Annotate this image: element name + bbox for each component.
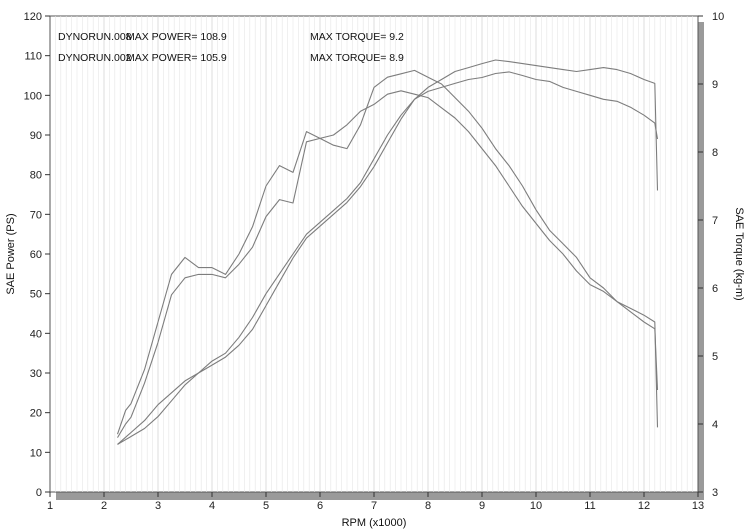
- run1-max-power: MAX POWER= 108.9: [126, 31, 227, 43]
- x-tick-label: 8: [425, 500, 431, 512]
- x-tick-label: 11: [584, 500, 595, 512]
- y-right-ticks: 3 4 5 6 7 8 9 10: [698, 11, 724, 499]
- y-right-tick-label: 8: [712, 147, 718, 159]
- y-left-axis-title: SAE Power (PS): [5, 213, 17, 294]
- y-left-tick-label: 40: [30, 328, 42, 340]
- x-tick-label: 5: [263, 500, 269, 512]
- y-left-tick-label: 80: [30, 170, 42, 182]
- y-right-axis-title: SAE Torque (kg-m): [733, 207, 745, 300]
- x-tick-label: 13: [692, 500, 704, 512]
- x-ticks: 1 2 3 4 5 6 7 8 9 10 11 12 13: [47, 492, 704, 512]
- y-left-tick-label: 100: [24, 90, 42, 102]
- y-right-tick-label: 10: [712, 11, 724, 23]
- x-tick-label: 2: [101, 500, 107, 512]
- run2-max-torque: MAX TORQUE= 8.9: [310, 52, 404, 64]
- x-tick-label: 10: [530, 500, 542, 512]
- y-left-tick-label: 20: [30, 408, 42, 420]
- run1-max-torque: MAX TORQUE= 9.2: [310, 31, 404, 43]
- y-right-tick-label: 5: [712, 351, 718, 363]
- y-right-tick-label: 6: [712, 283, 718, 295]
- torque-curve-3: [116, 69, 659, 435]
- x-tick-label: 3: [155, 500, 161, 512]
- y-right-tick-label: 3: [712, 487, 718, 499]
- series-group: [116, 59, 659, 445]
- power-curve-1: [117, 59, 659, 445]
- y-left-tick-label: 90: [30, 130, 42, 142]
- y-left-tick-label: 50: [30, 289, 42, 301]
- run2-label: DYNORUN.002: [58, 52, 132, 64]
- power-curve-2: [117, 71, 659, 445]
- torque-curve-4: [117, 90, 659, 438]
- x-tick-label: 6: [317, 500, 323, 512]
- run2-max-power: MAX POWER= 105.9: [126, 52, 227, 64]
- x-tick-label: 7: [371, 500, 377, 512]
- y-left-ticks: 0 10 20 30 40 50 60 70 80 90 100 110 120: [24, 11, 50, 499]
- y-left-tick-label: 70: [30, 209, 42, 221]
- run1-label: DYNORUN.008: [58, 31, 132, 43]
- x-grid: [55, 16, 693, 492]
- y-right-tick-label: 7: [712, 215, 718, 227]
- y-left-tick-label: 10: [30, 447, 42, 459]
- x-tick-label: 12: [638, 500, 650, 512]
- y-right-tick-label: 9: [712, 79, 718, 91]
- x-axis-title: RPM (x1000): [342, 517, 407, 529]
- x-tick-label: 4: [209, 500, 215, 512]
- y-right-tick-label: 4: [712, 419, 718, 431]
- y-left-tick-label: 0: [36, 487, 42, 499]
- y-left-tick-label: 110: [24, 51, 42, 63]
- y-left-tick-label: 120: [24, 11, 42, 23]
- x-tick-label: 9: [479, 500, 485, 512]
- x-tick-label: 1: [47, 500, 53, 512]
- y-left-tick-label: 60: [30, 249, 42, 261]
- y-left-tick-label: 30: [30, 368, 42, 380]
